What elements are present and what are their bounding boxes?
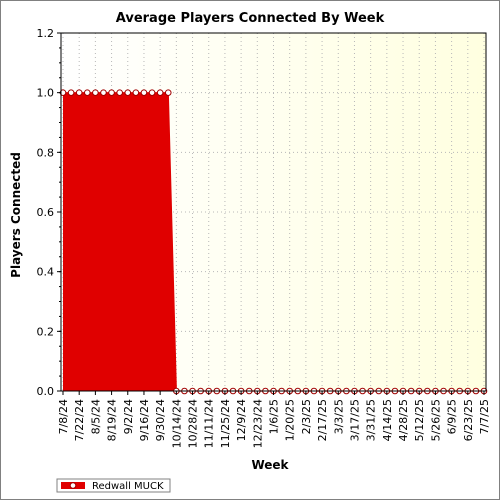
y-axis-title: Players Connected <box>9 152 23 278</box>
plot-border <box>60 32 487 392</box>
data-point <box>140 89 148 96</box>
x-tick-label: 12/9/24 <box>235 399 248 441</box>
x-tick-label: 6/9/25 <box>446 399 459 434</box>
data-point <box>83 89 91 96</box>
data-point <box>108 89 115 96</box>
x-tick-label: 4/14/25 <box>381 399 394 441</box>
data-point <box>100 89 107 96</box>
x-tick-label: 6/23/25 <box>462 399 475 441</box>
data-point <box>124 89 132 96</box>
y-tick-label: 1.2 <box>37 27 55 40</box>
data-point <box>156 89 164 96</box>
y-tick-label: 1.0 <box>37 87 55 100</box>
x-tick-label: 10/28/24 <box>187 399 200 448</box>
y-tick-label: 0.0 <box>37 385 55 398</box>
x-tick-label: 7/7/25 <box>478 399 491 434</box>
data-point <box>148 89 156 96</box>
y-tick-label: 0.6 <box>37 206 55 219</box>
y-tick-label: 0.4 <box>37 266 55 279</box>
x-axis-title: Week <box>251 458 289 472</box>
x-tick-label: 1/6/25 <box>268 399 281 434</box>
legend-label: Redwall MUCK <box>92 481 164 492</box>
x-tick-label: 9/30/24 <box>154 399 167 441</box>
x-tick-label: 5/26/25 <box>429 399 442 441</box>
x-tick-label: 4/28/25 <box>397 399 410 441</box>
y-tick-label: 0.8 <box>37 146 55 159</box>
axes <box>57 32 487 395</box>
x-tick-label: 12/23/24 <box>251 399 264 448</box>
data-point <box>92 89 99 96</box>
legend-box <box>56 478 171 493</box>
x-tick-label: 7/8/24 <box>57 399 70 434</box>
data-point <box>67 89 75 96</box>
grid-lines <box>61 33 486 391</box>
series-area <box>63 92 484 392</box>
x-tick-label: 2/17/25 <box>316 399 329 441</box>
y-tick-label: 0.2 <box>37 325 55 338</box>
legend-marker <box>69 482 77 489</box>
data-point <box>164 89 172 96</box>
chart-title: Average Players Connected By Week <box>116 11 385 26</box>
x-tick-label: 7/22/24 <box>73 399 86 441</box>
x-tick-label: 1/20/25 <box>284 399 297 441</box>
x-tick-label: 11/11/24 <box>203 399 216 448</box>
x-tick-label: 8/19/24 <box>106 399 119 441</box>
x-tick-label: 9/2/24 <box>122 399 135 434</box>
x-tick-label: 10/14/24 <box>170 399 183 448</box>
x-tick-label: 5/12/25 <box>413 399 426 441</box>
y-tick-labels: 0.0 0.2 0.4 0.6 0.8 1.0 1.2 <box>37 27 55 398</box>
x-tick-label: 3/17/25 <box>348 399 361 441</box>
x-tick-label: 9/16/24 <box>138 399 151 441</box>
x-tick-label: 3/3/25 <box>332 399 345 434</box>
data-point <box>116 89 123 96</box>
x-tick-label: 3/31/25 <box>365 399 378 441</box>
x-tick-label: 11/25/24 <box>219 399 232 448</box>
x-tick-label: 8/5/24 <box>89 399 102 434</box>
x-tick-labels: 7/8/24 7/22/24 8/5/24 8/19/24 9/2/24 9/16/24 9… <box>57 399 491 448</box>
x-tick-label: 2/3/25 <box>300 399 313 434</box>
legend: Redwall MUCK <box>56 478 171 493</box>
data-point <box>75 89 83 96</box>
data-point <box>132 89 140 96</box>
